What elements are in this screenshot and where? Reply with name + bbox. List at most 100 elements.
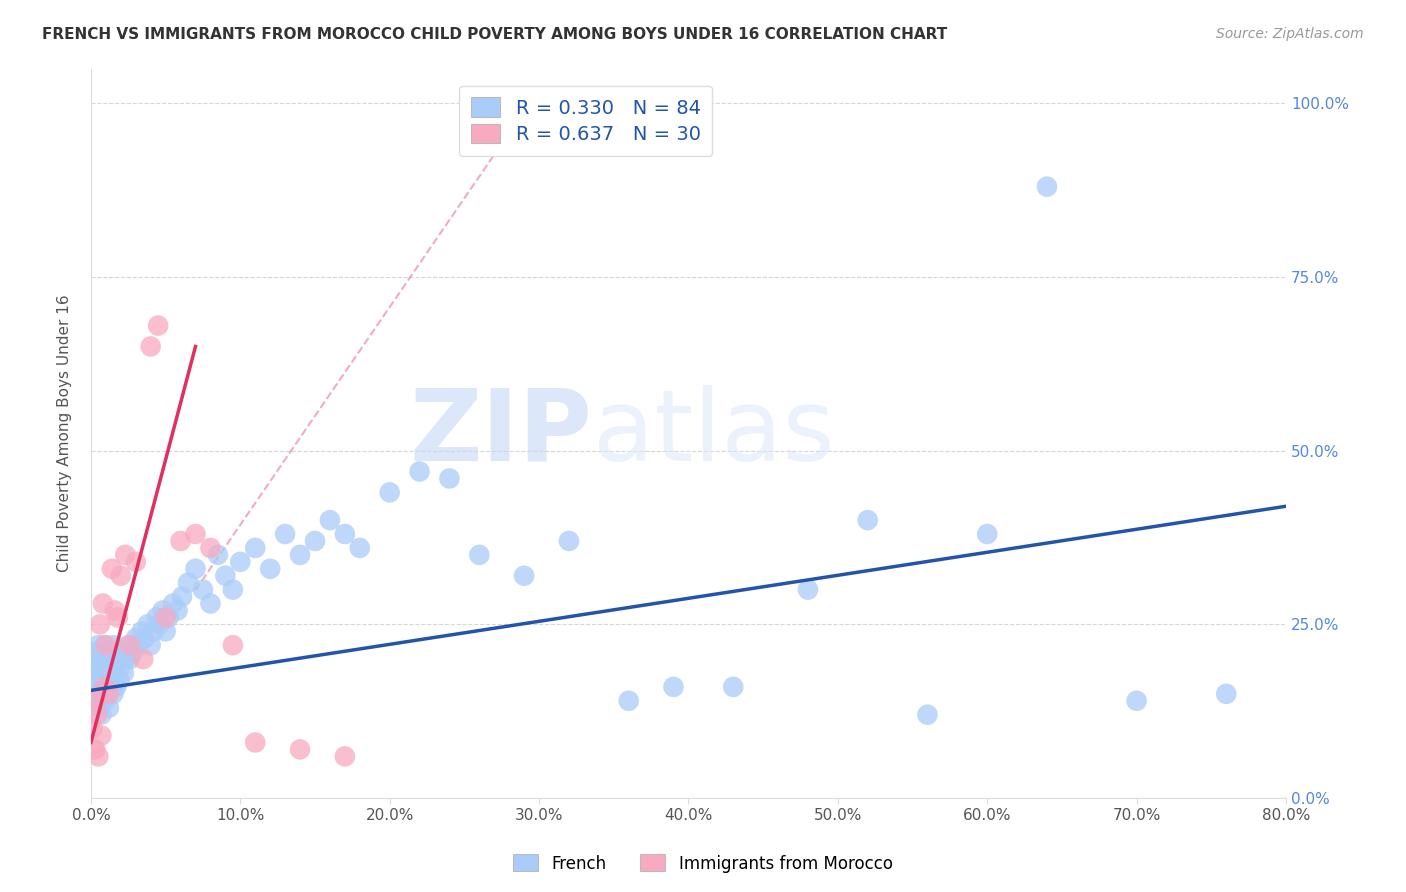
Point [191, 582, 214, 597]
Point [89, 617, 111, 632]
Point [87, 749, 110, 764]
Point [917, 707, 939, 722]
Point [1215, 687, 1237, 701]
Point [86, 680, 108, 694]
Point [214, 568, 236, 582]
Point [200, 541, 222, 555]
Point [136, 617, 159, 632]
Point [93, 680, 115, 694]
Point [114, 548, 136, 562]
Text: atlas: atlas [593, 384, 835, 482]
Point [1125, 694, 1147, 708]
Point [125, 555, 148, 569]
Point [84, 742, 107, 756]
Point [229, 555, 252, 569]
Point [139, 638, 162, 652]
Point [125, 632, 148, 646]
Point [82, 673, 104, 687]
Legend: French, Immigrants from Morocco: French, Immigrants from Morocco [506, 847, 900, 880]
Point [166, 603, 188, 617]
Point [97, 687, 120, 701]
Point [110, 659, 132, 673]
Point [468, 548, 491, 562]
Point [112, 665, 135, 680]
Point [184, 527, 207, 541]
Point [976, 527, 998, 541]
Point [245, 735, 267, 749]
Point [94, 638, 117, 652]
Point [1036, 179, 1059, 194]
Point [439, 471, 461, 485]
Point [93, 694, 115, 708]
Point [103, 687, 125, 701]
Point [128, 638, 150, 652]
Point [333, 527, 356, 541]
Point [513, 568, 536, 582]
Point [101, 562, 124, 576]
Point [134, 632, 156, 646]
Point [93, 638, 115, 652]
Text: Source: ZipAtlas.com: Source: ZipAtlas.com [1216, 27, 1364, 41]
Point [91, 659, 114, 673]
Legend: R = 0.330   N = 84, R = 0.637   N = 30: R = 0.330 N = 84, R = 0.637 N = 30 [460, 86, 713, 156]
Point [83, 742, 105, 756]
Point [111, 645, 134, 659]
Point [98, 673, 121, 687]
Point [97, 652, 120, 666]
Point [797, 582, 820, 597]
Point [333, 749, 356, 764]
Point [408, 465, 430, 479]
Point [107, 652, 129, 666]
Text: FRENCH VS IMMIGRANTS FROM MOROCCO CHILD POVERTY AMONG BOYS UNDER 16 CORRELATION : FRENCH VS IMMIGRANTS FROM MOROCCO CHILD … [42, 27, 948, 42]
Point [96, 665, 118, 680]
Point [152, 603, 174, 617]
Point [288, 742, 311, 756]
Point [118, 638, 141, 652]
Point [723, 680, 745, 694]
Point [94, 673, 117, 687]
Point [97, 700, 120, 714]
Point [170, 590, 193, 604]
Point [558, 533, 581, 548]
Point [82, 722, 104, 736]
Point [184, 562, 207, 576]
Point [132, 652, 155, 666]
Point [87, 638, 110, 652]
Point [89, 665, 111, 680]
Point [87, 700, 110, 714]
Point [304, 533, 326, 548]
Point [86, 652, 108, 666]
Point [146, 318, 169, 333]
Point [90, 652, 112, 666]
Point [139, 339, 162, 353]
Point [142, 624, 165, 639]
Point [110, 568, 132, 582]
Point [107, 610, 129, 624]
Point [84, 694, 107, 708]
Point [662, 680, 685, 694]
Point [104, 665, 127, 680]
Point [617, 694, 640, 708]
Point [349, 541, 371, 555]
Point [288, 548, 311, 562]
Point [108, 673, 131, 687]
Point [90, 707, 112, 722]
Point [91, 597, 114, 611]
Point [91, 680, 114, 694]
Point [145, 610, 167, 624]
Point [118, 652, 141, 666]
Point [84, 694, 107, 708]
Point [200, 597, 222, 611]
Point [177, 575, 200, 590]
Point [86, 707, 108, 722]
Point [89, 687, 111, 701]
Point [378, 485, 401, 500]
Point [101, 659, 124, 673]
Point [105, 680, 128, 694]
Point [117, 638, 139, 652]
Point [319, 513, 342, 527]
Point [94, 645, 117, 659]
Point [121, 645, 143, 659]
Point [155, 610, 177, 624]
Point [155, 624, 177, 639]
